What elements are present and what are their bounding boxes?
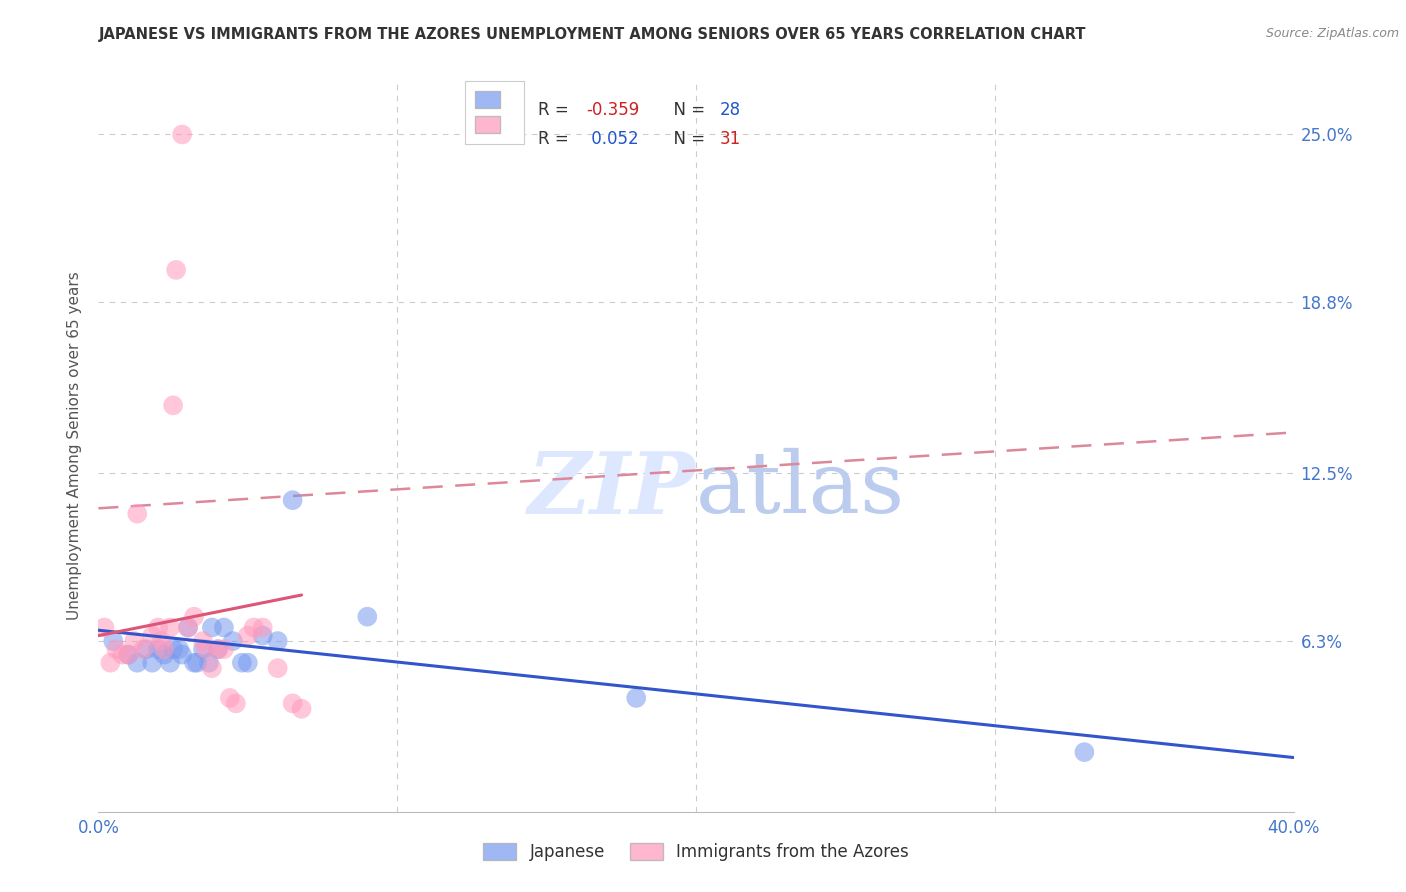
Point bbox=[117, 648, 139, 662]
Text: N =: N = bbox=[662, 101, 710, 119]
Point bbox=[222, 634, 245, 648]
Point bbox=[93, 620, 115, 634]
Point bbox=[207, 642, 229, 657]
Point bbox=[127, 507, 149, 521]
Point bbox=[356, 609, 378, 624]
Point bbox=[153, 648, 176, 662]
Point bbox=[132, 642, 155, 657]
Point bbox=[117, 648, 139, 662]
Point bbox=[281, 493, 304, 508]
Point bbox=[141, 629, 163, 643]
Text: R =: R = bbox=[538, 101, 574, 119]
Text: -0.359: -0.359 bbox=[586, 101, 640, 119]
Point bbox=[124, 634, 146, 648]
Point bbox=[195, 642, 218, 657]
Point bbox=[172, 648, 194, 662]
Point bbox=[291, 702, 314, 716]
Point bbox=[201, 620, 224, 634]
Text: N =: N = bbox=[662, 130, 710, 148]
Point bbox=[626, 690, 648, 705]
Point bbox=[172, 128, 194, 142]
Point bbox=[162, 398, 184, 412]
Point bbox=[225, 697, 247, 711]
Point bbox=[159, 620, 181, 634]
Point bbox=[183, 609, 205, 624]
Point bbox=[212, 642, 235, 657]
Point bbox=[153, 642, 176, 657]
Point bbox=[212, 620, 235, 634]
Point bbox=[267, 634, 290, 648]
Text: JAPANESE VS IMMIGRANTS FROM THE AZORES UNEMPLOYMENT AMONG SENIORS OVER 65 YEARS : JAPANESE VS IMMIGRANTS FROM THE AZORES U… bbox=[98, 27, 1085, 42]
Point bbox=[198, 656, 221, 670]
Text: 0.052: 0.052 bbox=[586, 130, 638, 148]
Point bbox=[207, 642, 229, 657]
Point bbox=[1073, 745, 1095, 759]
Point bbox=[177, 620, 200, 634]
Point bbox=[103, 634, 125, 648]
Point bbox=[201, 661, 224, 675]
Point bbox=[236, 629, 259, 643]
Point bbox=[219, 690, 242, 705]
Text: 31: 31 bbox=[720, 130, 741, 148]
Point bbox=[252, 620, 274, 634]
Point bbox=[252, 629, 274, 643]
Point bbox=[281, 697, 304, 711]
Text: ZIP: ZIP bbox=[529, 448, 696, 532]
Point bbox=[183, 656, 205, 670]
Point bbox=[100, 656, 122, 670]
Point bbox=[141, 656, 163, 670]
Text: R =: R = bbox=[538, 130, 574, 148]
Point bbox=[148, 620, 170, 634]
Point bbox=[243, 620, 266, 634]
Y-axis label: Unemployment Among Seniors over 65 years: Unemployment Among Seniors over 65 years bbox=[67, 272, 83, 620]
Point bbox=[162, 642, 184, 657]
Point bbox=[105, 642, 128, 657]
Point bbox=[191, 634, 214, 648]
Point bbox=[148, 642, 170, 657]
Point bbox=[165, 263, 187, 277]
Point bbox=[267, 661, 290, 675]
Point bbox=[167, 642, 190, 657]
Point bbox=[111, 648, 134, 662]
Text: 28: 28 bbox=[720, 101, 741, 119]
Point bbox=[135, 642, 157, 657]
Point bbox=[159, 656, 181, 670]
Point bbox=[231, 656, 253, 670]
Point bbox=[186, 656, 208, 670]
Point bbox=[177, 620, 200, 634]
Point bbox=[236, 656, 259, 670]
Text: atlas: atlas bbox=[696, 449, 905, 532]
Legend: Japanese, Immigrants from the Azores: Japanese, Immigrants from the Azores bbox=[474, 834, 918, 869]
Point bbox=[127, 656, 149, 670]
Point bbox=[150, 634, 173, 648]
Point bbox=[191, 642, 214, 657]
Text: Source: ZipAtlas.com: Source: ZipAtlas.com bbox=[1265, 27, 1399, 40]
